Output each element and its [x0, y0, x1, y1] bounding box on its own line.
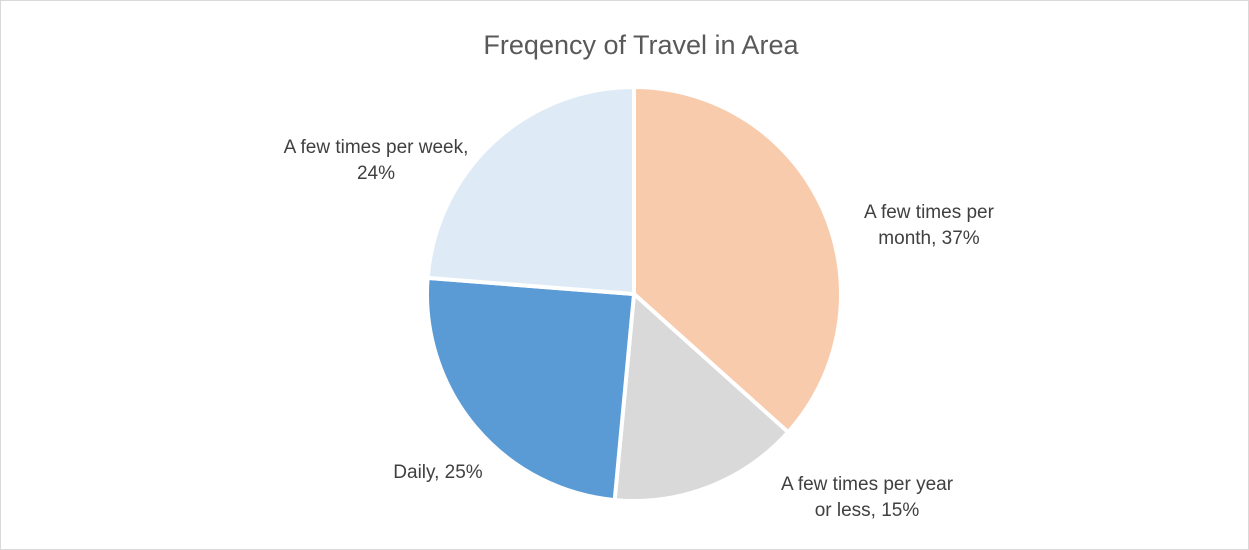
chart-title: Freqency of Travel in Area [483, 30, 799, 60]
pie-slice [425, 85, 636, 296]
data-label: Daily, 25% [393, 462, 483, 483]
data-label: A few times per month, 37% [864, 202, 994, 249]
pie-slice [632, 85, 843, 435]
pie-slice [612, 292, 791, 503]
data-label: A few times per week, 24% [283, 137, 469, 184]
data-label: A few times per year or less, 15% [780, 474, 954, 521]
pie-slice [425, 275, 636, 503]
